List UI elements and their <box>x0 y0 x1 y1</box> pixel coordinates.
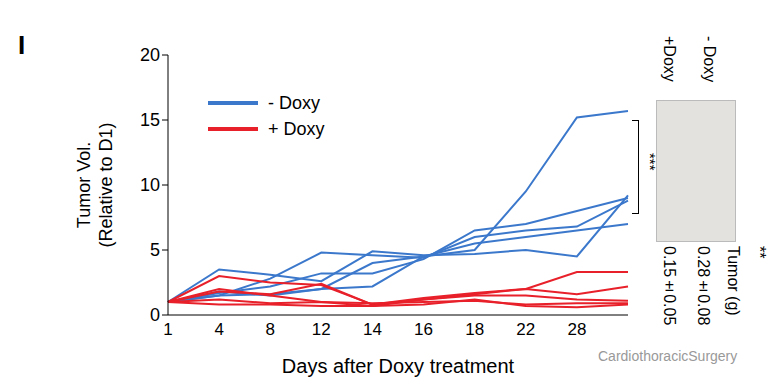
html-text:- Doxy: - Doxy <box>701 36 718 83</box>
svg-text:18: 18 <box>465 320 484 339</box>
html-text:- Doxy: - Doxy <box>268 92 320 113</box>
svg-text:16: 16 <box>414 320 433 339</box>
svg-text:14: 14 <box>363 320 382 339</box>
svg-text:5: 5 <box>150 240 160 260</box>
html-text:0.28±0.08: 0.28±0.08 <box>695 246 712 326</box>
html-text:Tumor (g): Tumor (g) <box>725 246 742 316</box>
svg-text:Tumor Vol.(Relative to D1): Tumor Vol.(Relative to D1) <box>74 122 116 247</box>
svg-text:4: 4 <box>214 320 223 339</box>
html-text:+ Doxy: + Doxy <box>268 118 325 139</box>
svg-text:8: 8 <box>265 320 274 339</box>
html-text:+Doxy: +Doxy <box>661 36 678 82</box>
svg-text:Days after Doxy treatment: Days after Doxy treatment <box>282 355 515 377</box>
svg-text:22: 22 <box>516 320 535 339</box>
svg-text:12: 12 <box>312 320 331 339</box>
html-text:I: I <box>18 30 26 60</box>
svg-text:0: 0 <box>150 305 160 325</box>
html-text:0.15±0.05: 0.15±0.05 <box>661 246 678 326</box>
svg-text:10: 10 <box>140 175 160 195</box>
html-text:CardiothoracicSurgery: CardiothoracicSurgery <box>598 348 738 364</box>
svg-text:28: 28 <box>567 320 586 339</box>
svg-text:1: 1 <box>163 320 172 339</box>
svg-text:15: 15 <box>140 110 160 130</box>
svg-text:20: 20 <box>140 45 160 65</box>
